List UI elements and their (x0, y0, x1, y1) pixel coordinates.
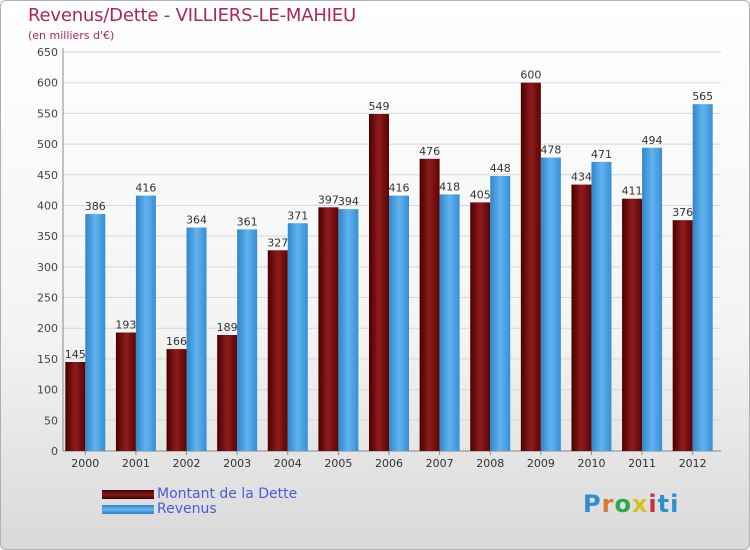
x-tick-label: 2000 (71, 457, 99, 470)
data-label-dette: 166 (166, 335, 187, 348)
data-label-dette: 600 (520, 69, 541, 82)
data-label-dette: 189 (217, 321, 238, 334)
legend-swatch-revenus (102, 505, 154, 514)
bar-dette (217, 334, 238, 451)
bar-revenus (591, 161, 612, 451)
data-label-revenus: 394 (338, 195, 359, 208)
bar-revenus (287, 223, 308, 451)
y-tick-label: 450 (37, 169, 58, 182)
y-tick-label: 550 (37, 107, 58, 120)
x-tick-label: 2008 (476, 457, 504, 470)
bar-revenus (85, 214, 106, 451)
bar-revenus (439, 194, 460, 452)
data-label-revenus: 364 (186, 214, 207, 227)
bar-revenus (389, 195, 409, 451)
bar-revenus (540, 157, 561, 451)
data-label-dette: 145 (65, 348, 86, 361)
bar-dette (520, 82, 541, 451)
bar-dette (470, 202, 491, 451)
y-tick-label: 200 (37, 322, 58, 335)
bar-revenus (186, 227, 207, 451)
x-tick-label: 2003 (223, 457, 251, 470)
bar-dette (65, 361, 86, 451)
bar-dette (115, 332, 136, 451)
bar-revenus (135, 195, 156, 451)
data-label-dette: 327 (267, 236, 288, 249)
bar-dette (571, 184, 592, 452)
bar-revenus (692, 104, 713, 451)
x-tick-label: 2005 (324, 457, 352, 470)
data-label-dette: 193 (115, 319, 136, 332)
proxiti-logo: Proxiti (583, 490, 680, 518)
y-tick-label: 350 (37, 230, 58, 243)
y-tick-label: 600 (37, 77, 58, 90)
data-label-revenus: 478 (540, 144, 561, 157)
x-tick-label: 2009 (527, 457, 555, 470)
data-label-revenus: 416 (389, 182, 410, 195)
legend-label-dette: Montant de la Dette (157, 486, 298, 502)
legend-swatch-dette (102, 490, 154, 499)
x-tick-label: 2007 (426, 457, 454, 470)
data-label-dette: 549 (369, 100, 390, 113)
data-label-revenus: 416 (135, 182, 156, 195)
chart-subtitle: (en milliers d'€) (28, 29, 115, 42)
y-tick-label: 150 (37, 353, 58, 366)
x-tick-label: 2012 (679, 457, 707, 470)
data-label-revenus: 448 (490, 162, 511, 175)
data-label-revenus: 494 (642, 134, 663, 147)
chart-title: Revenus/Dette - VILLIERS-LE-MAHIEU (28, 5, 356, 26)
bar-dette (672, 220, 693, 451)
bar-revenus (642, 147, 663, 451)
bar-revenus (490, 175, 511, 451)
data-label-dette: 476 (419, 145, 440, 158)
y-tick-label: 300 (37, 261, 58, 274)
data-label-revenus: 471 (591, 148, 612, 161)
x-tick-label: 2010 (577, 457, 605, 470)
data-label-dette: 376 (672, 206, 693, 219)
data-label-dette: 405 (470, 188, 491, 201)
data-label-revenus: 361 (237, 215, 258, 228)
x-tick-label: 2001 (122, 457, 150, 470)
data-label-revenus: 565 (692, 90, 713, 103)
x-tick-label: 2004 (274, 457, 302, 470)
data-label-dette: 411 (622, 185, 643, 198)
legend-label-revenus: Revenus (157, 501, 217, 517)
data-label-dette: 397 (318, 193, 339, 206)
bar-dette (318, 207, 339, 451)
y-tick-label: 500 (37, 138, 58, 151)
bar-revenus (338, 209, 359, 451)
y-tick-label: 50 (44, 414, 58, 427)
data-label-revenus: 371 (287, 209, 308, 222)
bar-dette (166, 349, 187, 451)
bar-dette (369, 113, 389, 451)
data-label-revenus: 386 (85, 200, 106, 213)
y-tick-label: 250 (37, 292, 58, 305)
y-tick-label: 400 (37, 199, 58, 212)
y-tick-label: 0 (51, 445, 58, 458)
y-tick-label: 100 (37, 384, 58, 397)
bar-revenus (237, 229, 258, 451)
x-tick-label: 2006 (375, 457, 403, 470)
bar-dette (419, 158, 440, 451)
x-tick-label: 2002 (173, 457, 201, 470)
bar-dette (267, 250, 288, 451)
y-tick-label: 650 (37, 46, 58, 59)
x-tick-label: 2011 (628, 457, 656, 470)
bar-dette (622, 198, 643, 451)
data-label-dette: 434 (571, 171, 592, 184)
data-label-revenus: 418 (439, 180, 460, 193)
